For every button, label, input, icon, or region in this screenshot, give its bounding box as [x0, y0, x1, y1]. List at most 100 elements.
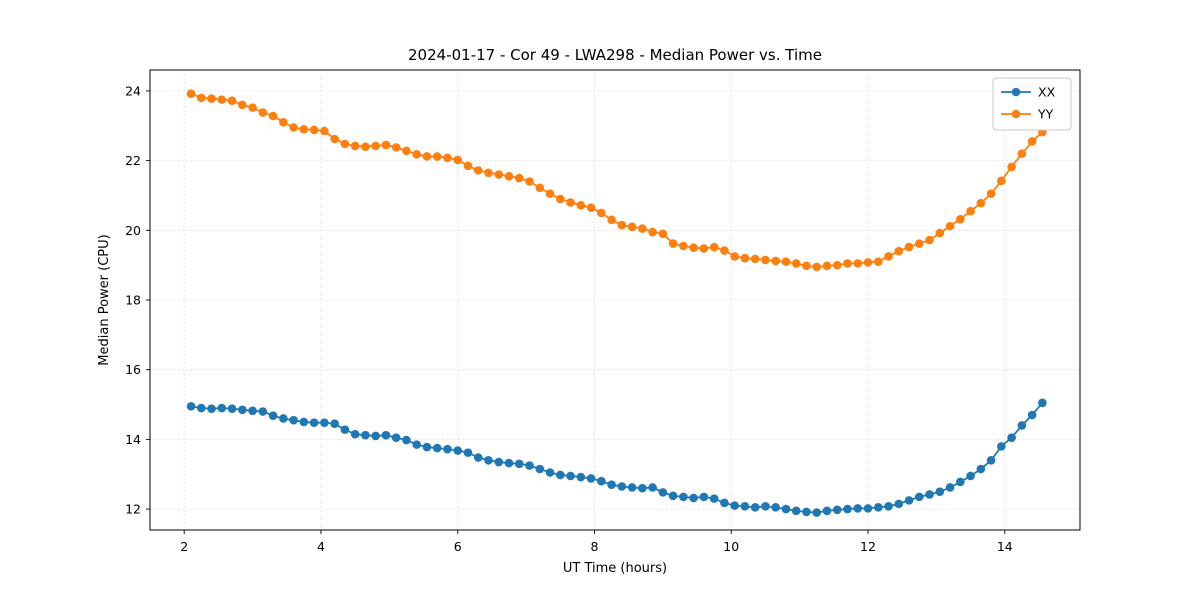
series-marker: [381, 140, 391, 150]
series-marker: [289, 123, 298, 132]
legend-box: [992, 77, 1072, 131]
series-marker: [443, 153, 452, 163]
series-marker: [330, 419, 339, 429]
series-marker: [299, 417, 309, 427]
y-axis-label: Median Power (CPU): [97, 234, 112, 365]
series-marker: [268, 111, 278, 121]
series-marker: [227, 404, 237, 414]
series-marker: [217, 403, 227, 413]
series-marker: [412, 150, 421, 159]
series-marker: [535, 464, 545, 474]
series-marker: [494, 457, 504, 467]
y-tick-label: 16: [125, 362, 141, 377]
series-marker: [186, 401, 196, 411]
series-marker: [648, 227, 657, 237]
series-marker: [361, 430, 370, 440]
series-marker: [935, 228, 945, 238]
series-marker: [750, 254, 760, 264]
series-marker: [525, 461, 534, 470]
series-marker: [894, 246, 904, 256]
series-marker: [361, 142, 370, 151]
x-tick-label: 4: [317, 539, 325, 554]
series-marker: [1027, 137, 1037, 146]
series-marker: [607, 480, 616, 489]
series-marker: [299, 124, 309, 134]
series-marker: [966, 471, 975, 481]
series-marker: [248, 406, 257, 416]
series-marker: [535, 183, 545, 193]
series-marker: [986, 456, 996, 465]
series-marker: [597, 476, 606, 486]
series-marker: [617, 482, 627, 491]
series-marker: [586, 474, 596, 483]
series-marker: [843, 259, 852, 268]
y-tick-label: 20: [125, 223, 141, 238]
series-marker: [525, 177, 534, 186]
series-marker: [422, 442, 432, 452]
series-marker: [576, 200, 586, 210]
series-marker: [761, 255, 770, 265]
series-marker: [822, 506, 832, 516]
series-marker: [730, 501, 739, 510]
series-marker: [412, 440, 421, 449]
x-tick-label: 14: [997, 539, 1013, 554]
series-marker: [699, 244, 709, 253]
series-marker: [207, 94, 216, 103]
series-marker: [822, 261, 832, 271]
series-marker: [668, 491, 678, 501]
series-marker: [832, 260, 842, 270]
series-marker: [802, 507, 811, 517]
series-marker: [463, 448, 473, 457]
series-marker: [925, 235, 934, 245]
legend-marker-sample: [1011, 87, 1021, 97]
series-marker: [514, 459, 524, 469]
series-marker: [812, 508, 822, 517]
series-marker: [781, 257, 791, 266]
series-marker: [350, 429, 360, 439]
series-marker: [689, 493, 698, 503]
series-marker: [463, 161, 473, 171]
series-marker: [791, 506, 801, 516]
series-marker: [781, 504, 791, 514]
series-marker: [504, 171, 514, 181]
series-marker: [699, 492, 709, 502]
grid-lines: [150, 70, 1080, 530]
series-marker: [473, 453, 483, 462]
series-marker: [997, 442, 1006, 451]
series-marker: [443, 444, 452, 454]
chart-title: 2024-01-17 - Cor 49 - LWA298 - Median Po…: [408, 46, 822, 64]
series-marker: [668, 239, 678, 248]
series-marker: [217, 95, 227, 104]
series-marker: [514, 173, 524, 183]
series-marker: [196, 93, 206, 103]
series-marker: [853, 504, 863, 513]
series-marker: [391, 433, 401, 442]
legend-label: YY: [1037, 107, 1054, 122]
series-marker: [402, 146, 411, 156]
series-marker: [873, 257, 883, 266]
x-tick-label: 6: [454, 539, 462, 554]
series-marker: [925, 490, 934, 499]
series-marker: [566, 198, 575, 207]
series-marker: [494, 170, 504, 179]
series-marker: [884, 502, 893, 511]
series-marker: [894, 499, 904, 509]
series-marker: [238, 405, 247, 415]
series-marker: [484, 168, 493, 178]
series-marker: [997, 176, 1006, 186]
series-marker: [658, 488, 668, 497]
series-marker: [832, 505, 842, 515]
series-marker: [679, 492, 688, 502]
series-marker: [607, 215, 616, 225]
series-marker: [555, 194, 565, 204]
series-marker: [566, 471, 575, 481]
series-marker: [679, 241, 688, 251]
series-marker: [402, 435, 411, 445]
series-marker: [1017, 149, 1027, 158]
series-marker: [853, 259, 863, 268]
series-marker: [350, 141, 360, 151]
series-marker: [1027, 410, 1037, 420]
series-marker: [279, 414, 288, 423]
series-marker: [227, 96, 237, 105]
